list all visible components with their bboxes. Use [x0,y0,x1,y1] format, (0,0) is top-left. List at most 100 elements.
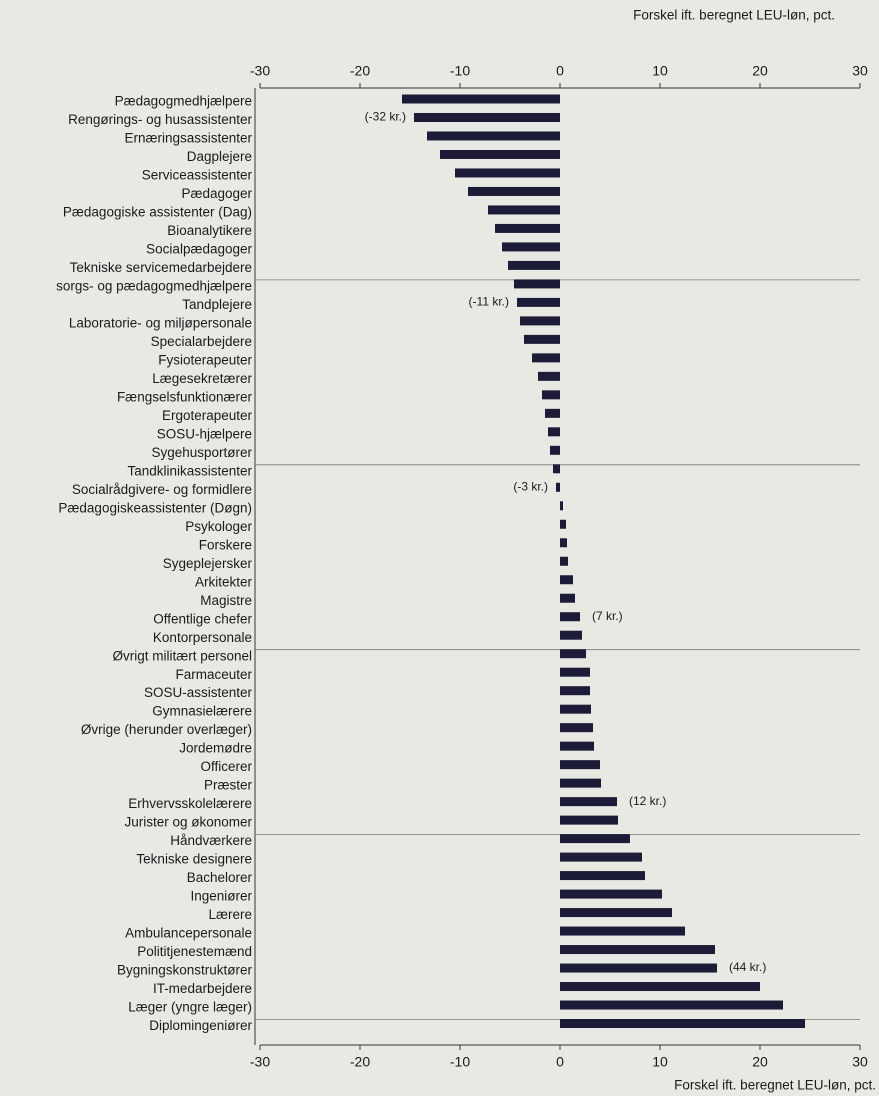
y-tick-label: Øvrige (herunder overlæger) [81,722,252,737]
y-tick-label: Fysioterapeuter [158,352,252,367]
bar [524,334,560,344]
x-tick-label: 30 [852,1054,868,1070]
x-tick-label: -30 [250,1054,270,1070]
bar [560,982,760,992]
y-tick-label: Jurister og økonomer [124,815,252,830]
x-tick-label: 0 [556,63,564,79]
y-tick-label: Socialrådgivere- og formidlere [72,482,252,497]
y-tick-label: Tekniske servicemedarbejdere [70,260,252,275]
x-tick-label: 20 [752,63,768,79]
bar [556,482,560,492]
y-tick-label: IT-medarbejdere [153,981,252,996]
annotation: (44 kr.) [729,960,766,974]
y-tick-label: Laboratorie- og miljøpersonale [69,315,252,330]
bar [560,815,618,825]
y-tick-label: Ergoterapeuter [162,408,253,423]
y-tick-label: Offentlige chefer [153,611,252,626]
y-tick-label: Øvrigt militært personel [112,648,252,663]
y-tick-label: Ambulancepersonale [125,926,252,941]
y-tick-label: Tandklinikassistenter [127,463,252,478]
bar [495,223,560,233]
bar [455,168,560,178]
bar [560,741,594,751]
bar [553,464,560,474]
y-tick-label: Erhvervsskolelærere [128,796,252,811]
annotation: (-32 kr.) [365,110,406,124]
y-tick-label: Officerer [200,759,252,774]
bar [402,94,560,104]
y-tick-label: SOSU-hjælpere [157,426,252,441]
y-tick-label: Pædagogiskeassistenter (Døgn) [58,500,252,515]
x-tick-label: 10 [652,1054,668,1070]
bar [560,889,662,899]
y-tick-label: Læger (yngre læger) [128,1000,252,1015]
bar [560,797,617,807]
bar [508,260,560,270]
y-tick-label: Specialarbejdere [151,334,252,349]
y-tick-label: Dagplejere [187,149,252,164]
bar [560,538,567,548]
bar [414,112,560,122]
y-tick-label: Bachelorer [187,870,253,885]
y-tick-label: sorgs- og pædagogmedhjælpere [56,278,252,293]
y-tick-label: Polititjenestemænd [137,944,252,959]
bar [468,186,560,196]
y-tick-label: Bygningskonstruktører [117,963,253,978]
y-tick-label: Socialpædagoger [146,241,252,256]
bar [560,667,590,677]
y-tick-label: Tandplejere [182,297,252,312]
y-tick-label: Psykologer [185,519,252,534]
y-tick-label: Sygehusportører [151,445,252,460]
annotation: (-11 kr.) [469,295,509,309]
bar [514,279,560,289]
bar [440,149,560,159]
bar [550,445,560,455]
x-tick-label: -10 [450,63,470,79]
bar [560,593,575,603]
y-tick-label: Bioanalytikere [167,223,252,238]
annotation: (12 kr.) [629,794,666,808]
bar [520,316,560,326]
x-tick-label: -30 [250,63,270,79]
x-tick-label: -20 [350,1054,370,1070]
bar [560,1000,783,1010]
y-tick-label: Håndværkere [170,833,252,848]
y-tick-label: SOSU-assistenter [144,685,253,700]
bar [560,519,566,529]
y-tick-label: Serviceassistenter [142,168,253,183]
bar [560,686,590,696]
bar [532,353,560,363]
y-tick-label: Tekniske designere [136,852,252,867]
y-tick-label: Kontorpersonale [153,630,252,645]
bar [560,501,563,511]
y-tick-label: Fængselsfunktionærer [117,389,253,404]
y-tick-label: Forskere [199,537,252,552]
y-tick-label: Ingeniører [190,889,252,904]
bar [548,427,560,437]
y-tick-label: Pædagoger [181,186,252,201]
bar [560,723,593,733]
x-tick-label: -20 [350,63,370,79]
y-tick-label: Jordemødre [179,741,252,756]
annotation: (-3 kr.) [513,479,548,493]
bar [560,834,630,844]
bar [488,205,560,215]
bar [560,556,568,566]
bar [517,297,560,307]
y-tick-label: Ernæringsassistenter [124,131,252,146]
x-tick-label: 30 [852,63,868,79]
y-tick-label: Arkitekter [195,574,253,589]
bar [502,242,560,252]
bar [560,704,591,714]
bar [538,371,560,381]
bar [560,945,715,955]
y-tick-label: Diplomingeniører [149,1018,252,1033]
y-tick-label: Rengørings- og husassistenter [68,112,252,127]
y-tick-label: Lærere [208,907,252,922]
y-tick-label: Præster [204,778,253,793]
y-tick-label: Lægesekretærer [152,371,252,386]
bar [560,963,717,973]
bar [542,390,560,400]
y-tick-label: Sygeplejersker [163,556,253,571]
x-tick-label: -10 [450,1054,470,1070]
